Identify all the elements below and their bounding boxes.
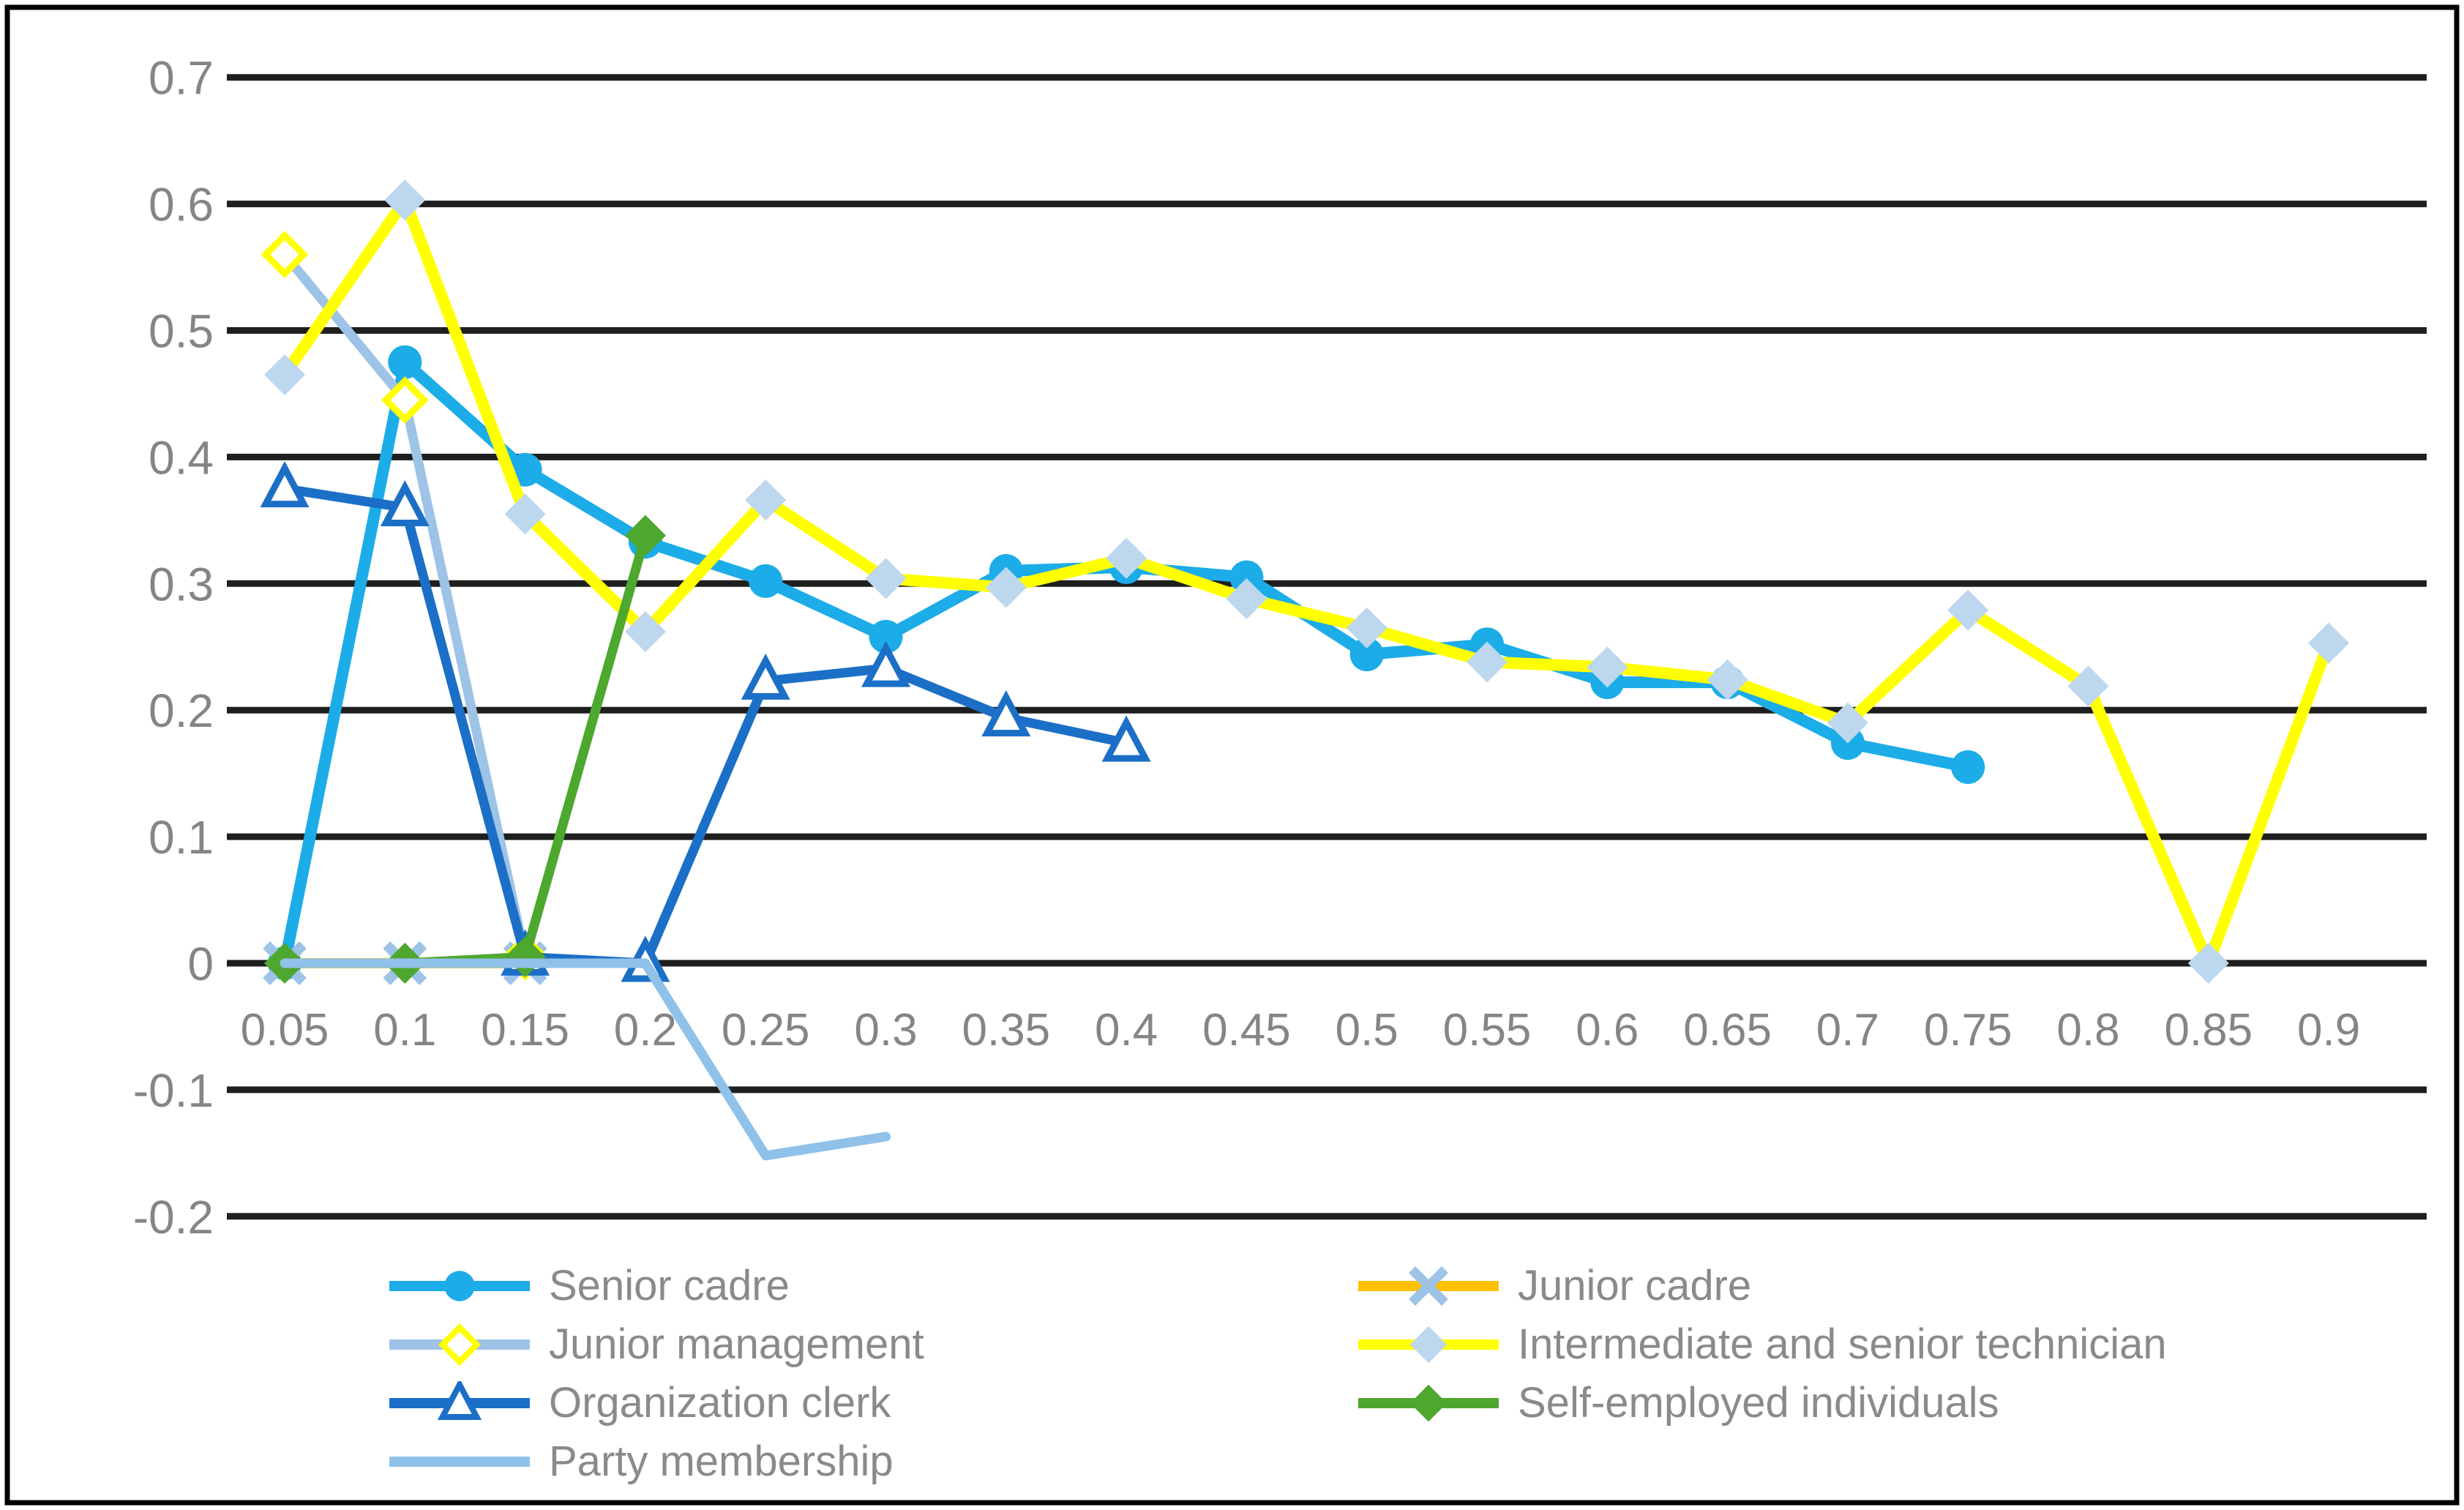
chart-border	[4, 4, 2460, 1506]
diamond-marker-icon	[1346, 607, 1388, 649]
triangle-marker-icon	[741, 653, 790, 700]
hollow-diamond-marker-icon	[381, 376, 429, 424]
x-tick-label: 0.8	[2056, 1005, 2119, 1055]
y-tick-label: -0.1	[133, 1064, 214, 1117]
y-tick-label: -0.2	[133, 1191, 214, 1244]
triangle-marker-icon	[981, 689, 1031, 737]
x-tick-label: 0.85	[2164, 1005, 2253, 1055]
diamond-marker-icon	[1947, 589, 1989, 631]
x-tick-label: 0.65	[1683, 1005, 1772, 1055]
diamond-marker-icon	[1827, 702, 1868, 744]
y-tick-label: 0.1	[149, 811, 214, 864]
series-organization-clerk	[260, 461, 1151, 982]
series-line	[280, 484, 1131, 968]
hollow-diamond-marker-icon	[261, 231, 309, 279]
x-tick-label: 0.15	[481, 1005, 569, 1055]
triangle-marker-icon	[1101, 715, 1151, 762]
diamond-marker-icon	[2187, 943, 2229, 984]
diamond-marker-icon	[1587, 646, 1628, 688]
x-tick-label: 0.4	[1095, 1005, 1158, 1055]
x-tick-label: 0.75	[1924, 1005, 2012, 1055]
diamond-marker-icon	[745, 479, 787, 521]
diamond-marker-icon	[1226, 578, 1267, 620]
diamond-marker-icon	[624, 611, 666, 653]
diamond-marker-icon	[1106, 537, 1147, 579]
diamond-marker-icon	[865, 558, 907, 599]
x-tick-label: 0.25	[722, 1005, 810, 1055]
diamond-marker-icon	[2308, 622, 2350, 664]
triangle-marker-icon	[380, 479, 430, 527]
x-tick-label: 0.6	[1576, 1005, 1639, 1055]
y-tick-label: 0.7	[149, 52, 214, 105]
series-line	[280, 958, 891, 1161]
x-tick-label: 0.7	[1816, 1005, 1879, 1055]
circle-marker-icon	[1229, 560, 1264, 594]
x-tick-label: 0.5	[1336, 1005, 1398, 1055]
diamond-marker-icon	[384, 179, 426, 221]
diamond-marker-icon	[2067, 665, 2109, 707]
diamond-marker-icon	[1707, 659, 1748, 700]
y-tick-label: 0.6	[149, 179, 214, 231]
diamond-marker-icon	[624, 515, 666, 556]
circle-marker-icon	[388, 345, 422, 379]
x-tick-label: 0.9	[2297, 1005, 2360, 1055]
diamond-marker-icon	[264, 354, 305, 396]
diamond-marker-icon	[1467, 641, 1508, 683]
x-tick-label: 0.45	[1202, 1005, 1291, 1055]
circle-marker-icon	[869, 619, 903, 654]
circle-marker-icon	[1349, 638, 1384, 672]
x-tick-label: 0.1	[373, 1005, 436, 1055]
diamond-marker-icon	[504, 493, 546, 535]
circle-marker-icon	[1951, 750, 1985, 785]
x-tick-label: 0.55	[1443, 1005, 1532, 1055]
diamond-marker-icon	[985, 567, 1027, 608]
triangle-marker-icon	[861, 640, 910, 687]
series-party-membership	[280, 958, 891, 1161]
y-tick-label: 0.3	[149, 558, 214, 610]
y-tick-label: 0	[187, 938, 214, 990]
x-tick-label: 0.35	[962, 1005, 1050, 1055]
series-line	[279, 356, 1974, 969]
circle-marker-icon	[749, 564, 783, 598]
x-tick-label: 0.05	[241, 1005, 329, 1055]
triangle-marker-icon	[260, 461, 310, 508]
x-tick-label: 0.2	[614, 1005, 677, 1055]
y-tick-label: 0.2	[149, 684, 214, 737]
y-tick-label: 0.5	[149, 305, 214, 358]
y-tick-label: 0.4	[149, 431, 214, 484]
x-tick-label: 0.3	[854, 1005, 917, 1055]
